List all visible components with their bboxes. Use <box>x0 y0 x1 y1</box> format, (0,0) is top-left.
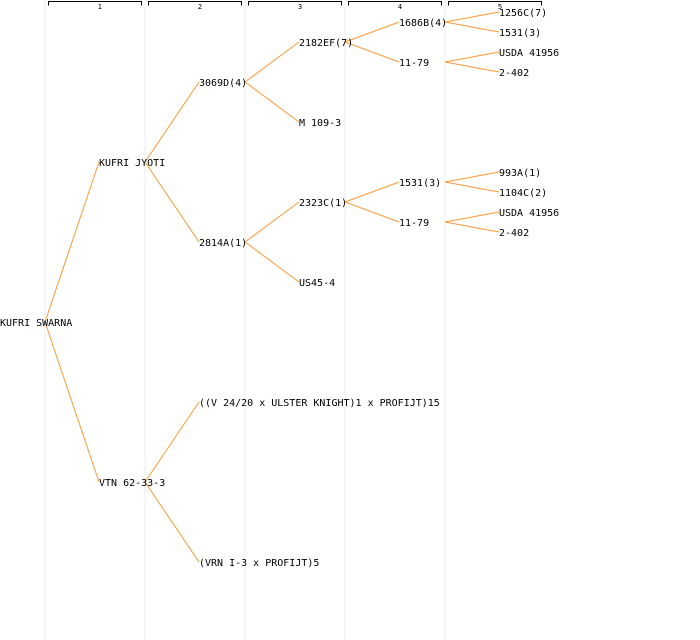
pedigree-edges <box>44 11 500 563</box>
pedigree-edge <box>44 161 100 323</box>
node-ulster-knight-cross[interactable]: ((V 24/20 x ULSTER KNIGHT)1 x PROFIJT)15 <box>199 398 440 409</box>
pedigree-edge <box>44 321 100 483</box>
pedigree-edge <box>444 211 500 223</box>
pedigree-edge <box>144 161 200 243</box>
pedigree-edge <box>444 61 500 73</box>
node-usda-41956[interactable]: USDA 41956 <box>499 208 559 219</box>
pedigree-edge <box>444 51 500 63</box>
generation-number: 1 <box>98 3 102 11</box>
generation-header: 1 2 3 4 5 <box>48 1 542 11</box>
node-1256c[interactable]: 1256C(7) <box>499 8 547 19</box>
node-kufri-swarna[interactable]: KUFRI SWARNA <box>0 318 72 329</box>
node-m-109-3[interactable]: M 109-3 <box>299 118 341 129</box>
pedigree-edge <box>244 201 300 243</box>
generation-ruler <box>148 1 242 6</box>
pedigree-edge <box>144 401 200 483</box>
node-1104c[interactable]: 1104C(2) <box>499 188 547 199</box>
node-1531[interactable]: 1531(3) <box>399 178 441 189</box>
node-2323c[interactable]: 2323C(1) <box>299 198 347 209</box>
generation-ruler <box>48 1 142 6</box>
node-2814a[interactable]: 2814A(1) <box>199 238 247 249</box>
pedigree-edge <box>444 221 500 233</box>
node-11-79[interactable]: 11-79 <box>399 58 429 69</box>
pedigree-edge <box>444 171 500 183</box>
column-separators <box>44 0 446 640</box>
generation-ruler <box>448 1 542 6</box>
pedigree-edge <box>444 181 500 193</box>
pedigree-edge <box>444 21 500 33</box>
pedigree-edge <box>144 81 200 163</box>
generation-ruler <box>348 1 442 6</box>
node-11-79[interactable]: 11-79 <box>399 218 429 229</box>
node-2182ef[interactable]: 2182EF(7) <box>299 38 353 49</box>
generation-number: 5 <box>498 3 502 11</box>
generation-ruler <box>248 1 342 6</box>
node-us45-4[interactable]: US45-4 <box>299 278 335 289</box>
node-usda-41956[interactable]: USDA 41956 <box>499 48 559 59</box>
node-vtn-62-33-3[interactable]: VTN 62-33-3 <box>99 478 165 489</box>
pedigree-edge <box>244 241 300 283</box>
pedigree-edge <box>144 481 200 563</box>
node-2-402[interactable]: 2-402 <box>499 228 529 239</box>
node-2-402[interactable]: 2-402 <box>499 68 529 79</box>
node-vrn-profijt-cross[interactable]: (VRN I-3 x PROFIJT)5 <box>199 558 319 569</box>
pedigree-edge <box>344 201 400 223</box>
node-kufri-jyoti[interactable]: KUFRI JYOTI <box>99 158 165 169</box>
generation-number: 2 <box>198 3 202 11</box>
pedigree-edge <box>244 41 300 83</box>
pedigree-edge <box>344 21 400 43</box>
pedigree-edge <box>444 11 500 23</box>
pedigree-nodes: KUFRI SWARNA KUFRI JYOTI VTN 62-33-3 306… <box>0 8 559 569</box>
pedigree-edge <box>344 41 400 63</box>
pedigree-edge <box>244 81 300 123</box>
node-1686b[interactable]: 1686B(4) <box>399 18 447 29</box>
pedigree-edge <box>344 181 400 203</box>
node-3069d[interactable]: 3069D(4) <box>199 78 247 89</box>
generation-number: 3 <box>298 3 302 11</box>
generation-number: 4 <box>398 3 403 11</box>
node-1531[interactable]: 1531(3) <box>499 28 541 39</box>
node-993a[interactable]: 993A(1) <box>499 168 541 179</box>
